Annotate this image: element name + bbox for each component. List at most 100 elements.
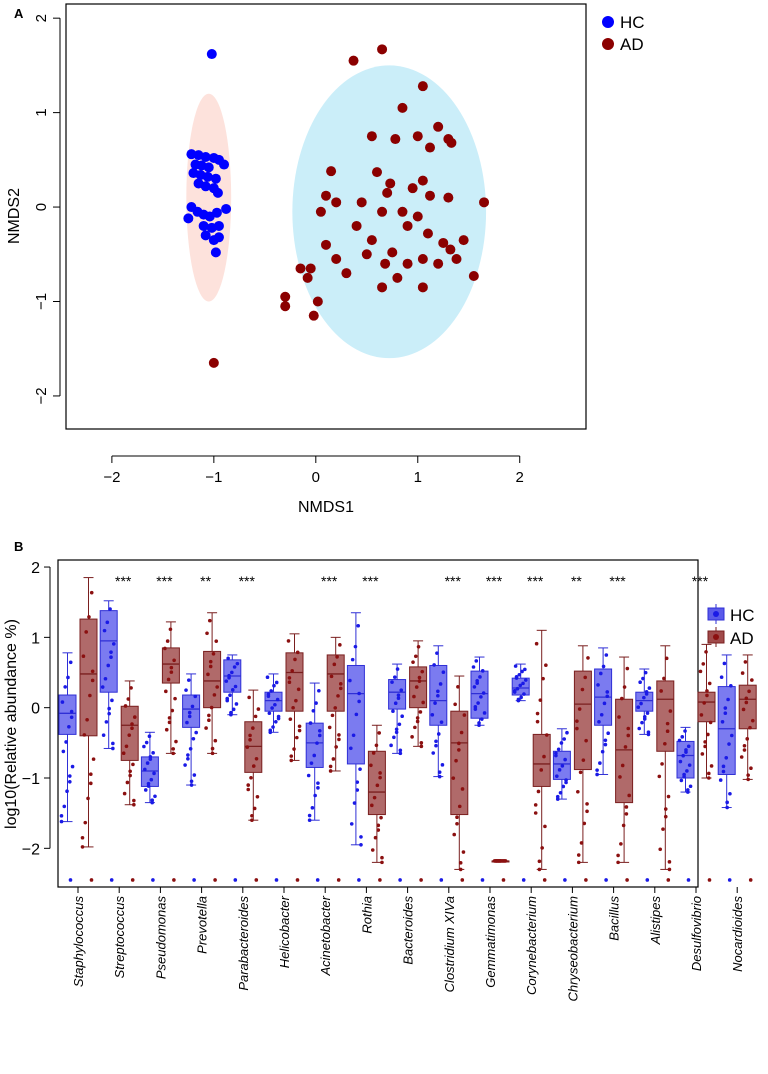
box-ad [203,650,222,709]
data-point-hc [432,663,436,667]
data-point-hc [603,738,608,743]
data-point-hc [111,741,115,746]
data-point-hc [475,678,479,683]
x-tick-label: 0 [312,469,320,486]
data-point-hc [194,730,198,735]
data-point-hc [688,784,693,789]
point-ad [361,249,372,260]
point-ad [458,235,469,246]
data-point-ad [254,756,259,761]
data-point-hc [101,733,106,737]
data-point-ad [252,806,257,811]
data-point-ad [462,713,467,717]
data-point-ad [336,694,340,698]
data-point-ad [126,697,131,701]
data-point-hc [554,751,558,756]
data-point-ad [576,860,581,865]
data-point-ad [419,744,424,749]
data-point-hc [729,683,733,688]
data-point-hc [313,793,317,798]
point-ad [341,268,352,279]
data-point-hc [189,779,194,784]
point-hc [210,173,221,184]
point-ad [479,197,490,208]
data-point-hc [597,720,601,724]
data-point-hc [682,772,686,777]
data-point-hc [359,843,363,847]
data-point-hc [396,693,401,697]
data-point-hc [679,778,684,783]
data-point-hc [518,683,523,688]
data-point-hc [273,702,277,707]
box-hc [717,686,736,775]
point-hc [206,49,217,60]
data-point-hc [398,748,403,753]
panel-a-label: A [14,6,24,21]
data-point-ad [586,656,590,660]
data-point-hc [109,655,113,659]
data-point-ad [211,652,216,656]
data-point-hc [143,767,147,772]
data-point-ad [543,824,547,829]
data-point-hc [687,763,692,767]
data-point-hc [471,665,476,669]
point-ad [390,134,401,145]
data-point-hc [726,697,730,702]
point-ad [385,178,396,189]
point-ad [412,211,423,222]
box-ad [450,710,469,816]
data-point-ad [127,733,132,737]
data-point-hc [105,620,110,625]
point-ad [417,175,428,186]
data-point-ad [327,725,332,730]
box-ad [326,654,345,712]
y-tick-label: −1 [22,771,40,788]
data-point-ad [376,823,381,828]
data-point-ad [167,720,172,725]
data-point-ad [375,783,380,788]
data-point-hc [233,878,238,882]
data-point-ad [292,747,296,751]
panel-a-x-axis-title: NMDS1 [298,499,354,516]
data-point-ad [534,641,539,646]
point-ad [402,258,413,269]
data-point-hc [521,878,526,882]
point-hc [211,207,222,218]
data-point-hc [520,669,524,674]
data-point-ad [378,878,382,882]
data-point-ad [253,714,258,719]
data-point-hc [307,818,312,822]
data-point-ad [698,669,703,674]
point-ad [380,258,391,269]
data-point-hc [476,701,480,705]
data-point-ad [750,678,754,682]
data-point-hc [390,680,394,684]
data-point-ad [207,618,212,623]
point-ad [371,167,382,178]
data-point-ad [295,878,300,882]
point-ad [280,291,291,302]
data-point-hc [523,678,528,682]
point-hc [221,203,232,214]
data-point-ad [707,681,712,686]
box-ad [285,652,304,712]
point-ad [208,357,219,368]
y-tick-label: 0 [31,701,40,718]
data-point-hc [103,676,108,681]
data-point-hc [314,701,318,705]
data-point-hc [315,741,319,745]
y-tick-label: −2 [33,387,50,404]
data-point-ad [535,711,540,716]
data-point-ad [577,707,582,711]
data-point-ad [88,693,92,698]
data-point-hc [563,757,567,762]
data-point-ad [213,738,218,743]
data-point-ad [661,827,665,831]
data-point-ad [376,828,381,832]
data-point-ad [533,811,538,815]
data-point-ad [576,853,581,857]
data-point-hc [268,728,273,733]
data-point-ad [91,757,96,761]
data-point-hc [69,715,74,720]
